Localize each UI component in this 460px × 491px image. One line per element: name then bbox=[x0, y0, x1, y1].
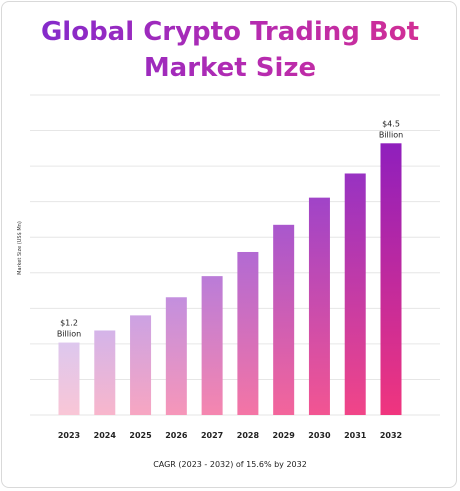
y-axis-label: Market Size (US$ Mn) bbox=[17, 221, 23, 275]
x-tick-label: 2024 bbox=[94, 431, 117, 440]
bar-2026 bbox=[165, 297, 187, 415]
bar-2029 bbox=[273, 224, 295, 415]
tick-labels: 2023 2024 2025 2026 2027 2028 2029 2030 2031 2032 bbox=[58, 431, 402, 440]
bar-2028 bbox=[237, 251, 259, 415]
bar-2027 bbox=[201, 276, 223, 415]
data-label-2032: $4.5 Billion bbox=[379, 119, 403, 139]
bars bbox=[58, 143, 402, 415]
bar-2032 bbox=[380, 143, 402, 415]
bar-2024 bbox=[94, 330, 116, 415]
x-tick-label: 2023 bbox=[58, 431, 80, 440]
bar-2023 bbox=[58, 342, 80, 415]
bar-2031 bbox=[344, 173, 366, 415]
bar-2030 bbox=[308, 197, 330, 415]
bar-2025 bbox=[130, 315, 152, 415]
x-tick-label: 2031 bbox=[344, 431, 367, 440]
x-tick-label: 2026 bbox=[165, 431, 188, 440]
x-tick-label: 2032 bbox=[380, 431, 402, 440]
data-label-2023: $1.2 Billion bbox=[57, 319, 81, 339]
x-tick-label: 2029 bbox=[273, 431, 296, 440]
x-tick-label: 2027 bbox=[201, 431, 223, 440]
cagr-footnote: CAGR (2023 - 2032) of 15.6% by 2032 bbox=[153, 460, 307, 469]
x-tick-label: 2030 bbox=[308, 431, 331, 440]
annotations: $1.2 Billion $4.5 Billion bbox=[57, 119, 403, 338]
gridlines bbox=[30, 94, 440, 416]
x-tick-label: 2025 bbox=[129, 431, 152, 440]
x-tick-label: 2028 bbox=[237, 431, 260, 440]
